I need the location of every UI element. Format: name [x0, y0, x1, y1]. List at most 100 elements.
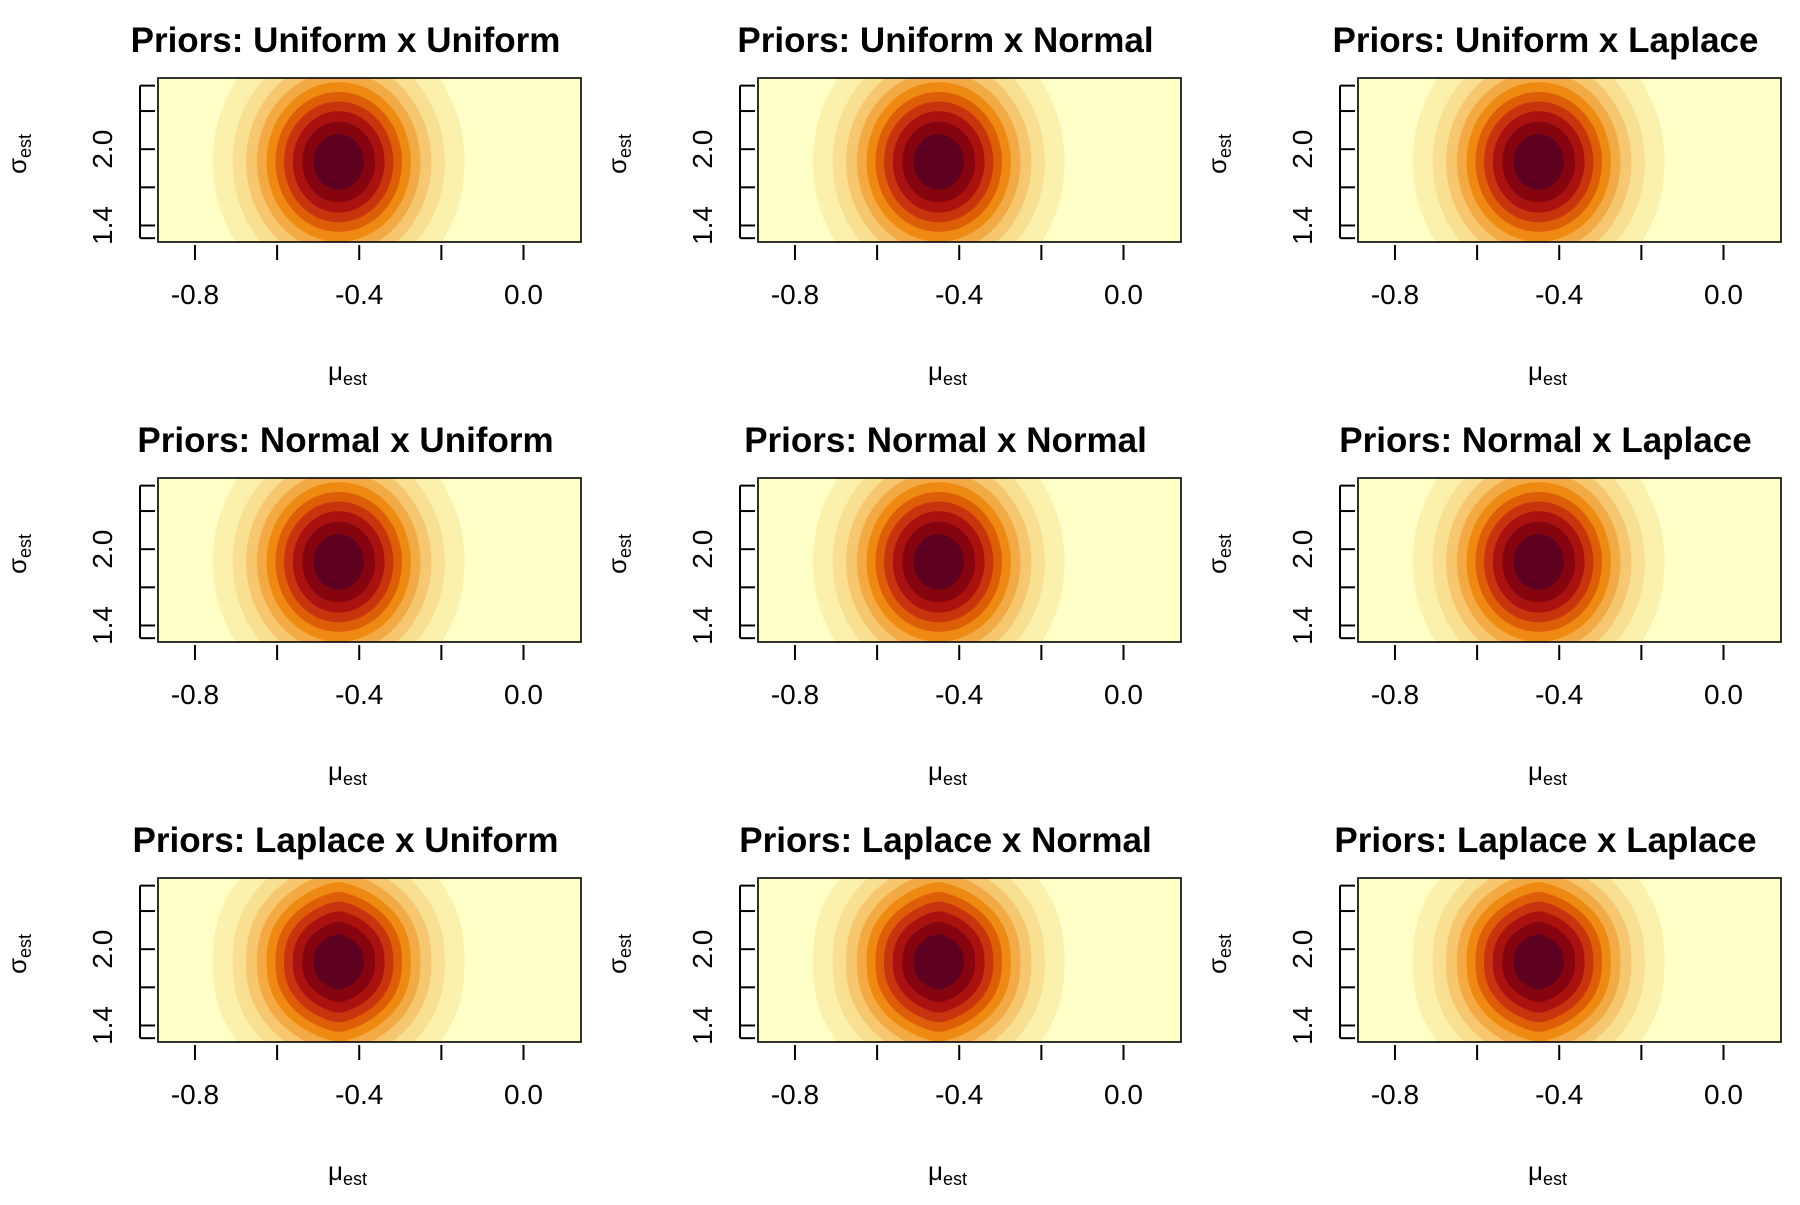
panel-8: -0.8 -0.4 0.0 1.4 2.0 Priors: Laplace x Norma… — [602, 821, 1182, 1189]
x-axis-label: μest — [928, 356, 967, 389]
panel-6: -0.8 -0.4 0.0 1.4 2.0 Priors: Normal x Laplac… — [1202, 421, 1782, 789]
panel-title: Priors: Laplace x Uniform — [133, 821, 559, 860]
y-tick-label: 1.4 — [1287, 606, 1318, 645]
density-level-10 — [1513, 134, 1564, 190]
x-axis-label: μest — [1528, 356, 1567, 389]
plot-frame — [757, 477, 1182, 643]
x-tick-label: -0.4 — [335, 279, 383, 310]
density-fill — [758, 478, 1181, 642]
panel-3: -0.8 -0.4 0.0 1.4 2.0 Priors: Uniform x Lapla… — [1202, 21, 1782, 389]
x-tick-label: -0.8 — [1371, 1079, 1419, 1110]
plot-frame — [157, 477, 582, 643]
y-tick-label: 2.0 — [87, 130, 118, 169]
density-fill — [158, 878, 581, 1042]
density-level-10 — [313, 134, 364, 190]
plot-frame — [1357, 477, 1782, 643]
y-tick-label: 2.0 — [687, 130, 718, 169]
y-axis-label: σest — [1202, 134, 1235, 174]
x-tick-label: -0.4 — [1535, 679, 1583, 710]
x-tick-label: 0.0 — [1704, 679, 1743, 710]
y-tick-label: 2.0 — [87, 530, 118, 569]
x-tick-label: -0.4 — [935, 279, 983, 310]
plot-frame — [157, 77, 582, 243]
density-fill — [158, 78, 581, 242]
x-tick-label: -0.8 — [771, 679, 819, 710]
x-tick-label: -0.8 — [771, 1079, 819, 1110]
panel-title: Priors: Uniform x Uniform — [131, 21, 561, 60]
y-tick-label: 1.4 — [687, 606, 718, 645]
x-tick-label: -0.4 — [335, 679, 383, 710]
x-axis-label: μest — [328, 356, 367, 389]
density-fill — [1358, 478, 1781, 642]
panel-title: Priors: Normal x Laplace — [1339, 421, 1751, 460]
y-tick-label: 2.0 — [687, 530, 718, 569]
density-level-10 — [313, 534, 364, 590]
x-axis-label: μest — [1528, 1156, 1567, 1189]
panel-1: -0.8 -0.4 0.0 1.4 2.0 Priors: Uniform x Unifo… — [2, 21, 582, 389]
density-level-10 — [313, 934, 364, 990]
y-tick-label: 1.4 — [1287, 206, 1318, 245]
x-tick-label: -0.8 — [171, 1079, 219, 1110]
density-fill — [758, 878, 1181, 1042]
panel-title: Priors: Uniform x Normal — [737, 21, 1153, 60]
panel-title: Priors: Uniform x Laplace — [1333, 21, 1759, 60]
density-level-10 — [1513, 534, 1564, 590]
x-axis-label: μest — [928, 1156, 967, 1189]
x-tick-label: 0.0 — [504, 1079, 543, 1110]
x-axis-label: μest — [328, 1156, 367, 1189]
y-axis-label: σest — [2, 134, 35, 174]
y-tick-label: 2.0 — [87, 930, 118, 969]
density-fill — [1358, 878, 1781, 1042]
x-axis-label: μest — [328, 756, 367, 789]
y-tick-label: 1.4 — [687, 206, 718, 245]
y-tick-label: 1.4 — [1287, 1006, 1318, 1045]
y-axis-label: σest — [602, 134, 635, 174]
density-fill — [158, 478, 581, 642]
panel-4: -0.8 -0.4 0.0 1.4 2.0 Priors: Normal x Unifor… — [2, 421, 582, 789]
plot-frame — [1357, 77, 1782, 243]
x-tick-label: -0.8 — [1371, 679, 1419, 710]
panel-title: Priors: Normal x Uniform — [137, 421, 553, 460]
y-axis-label: σest — [602, 534, 635, 574]
x-axis-label: μest — [1528, 756, 1567, 789]
y-tick-label: 2.0 — [687, 930, 718, 969]
plot-frame — [757, 77, 1182, 243]
panel-title: Priors: Normal x Normal — [744, 421, 1147, 460]
x-tick-label: -0.4 — [335, 1079, 383, 1110]
x-tick-label: 0.0 — [504, 279, 543, 310]
y-tick-label: 1.4 — [87, 206, 118, 245]
x-tick-label: -0.4 — [935, 679, 983, 710]
x-tick-label: 0.0 — [1704, 279, 1743, 310]
density-fill — [1358, 78, 1781, 242]
y-tick-label: 2.0 — [1287, 530, 1318, 569]
x-tick-label: -0.8 — [171, 279, 219, 310]
x-tick-label: -0.4 — [1535, 1079, 1583, 1110]
panel-5: -0.8 -0.4 0.0 1.4 2.0 Priors: Normal x Normal… — [602, 421, 1182, 789]
panel-title: Priors: Laplace x Laplace — [1334, 821, 1756, 860]
x-tick-label: -0.8 — [1371, 279, 1419, 310]
density-level-10 — [913, 134, 964, 190]
panel-9: -0.8 -0.4 0.0 1.4 2.0 Priors: Laplace x Lapla… — [1202, 821, 1782, 1189]
plot-frame — [1357, 877, 1782, 1043]
y-tick-label: 2.0 — [1287, 930, 1318, 969]
device-edge — [1786, 0, 1800, 1200]
x-axis-label: μest — [928, 756, 967, 789]
panel-title: Priors: Laplace x Normal — [739, 821, 1151, 860]
plot-frame — [157, 877, 582, 1043]
panel-7: -0.8 -0.4 0.0 1.4 2.0 Priors: Laplace x Unifo… — [2, 821, 582, 1189]
density-level-10 — [913, 934, 964, 990]
x-tick-label: -0.8 — [171, 679, 219, 710]
y-axis-label: σest — [1202, 934, 1235, 974]
x-tick-label: 0.0 — [1104, 679, 1143, 710]
x-tick-label: 0.0 — [1704, 1079, 1743, 1110]
x-tick-label: 0.0 — [1104, 279, 1143, 310]
y-tick-label: 1.4 — [87, 606, 118, 645]
x-tick-label: 0.0 — [1104, 1079, 1143, 1110]
y-axis-label: σest — [2, 934, 35, 974]
y-axis-label: σest — [1202, 534, 1235, 574]
y-tick-label: 2.0 — [1287, 130, 1318, 169]
y-tick-label: 1.4 — [87, 1006, 118, 1045]
density-fill — [758, 78, 1181, 242]
